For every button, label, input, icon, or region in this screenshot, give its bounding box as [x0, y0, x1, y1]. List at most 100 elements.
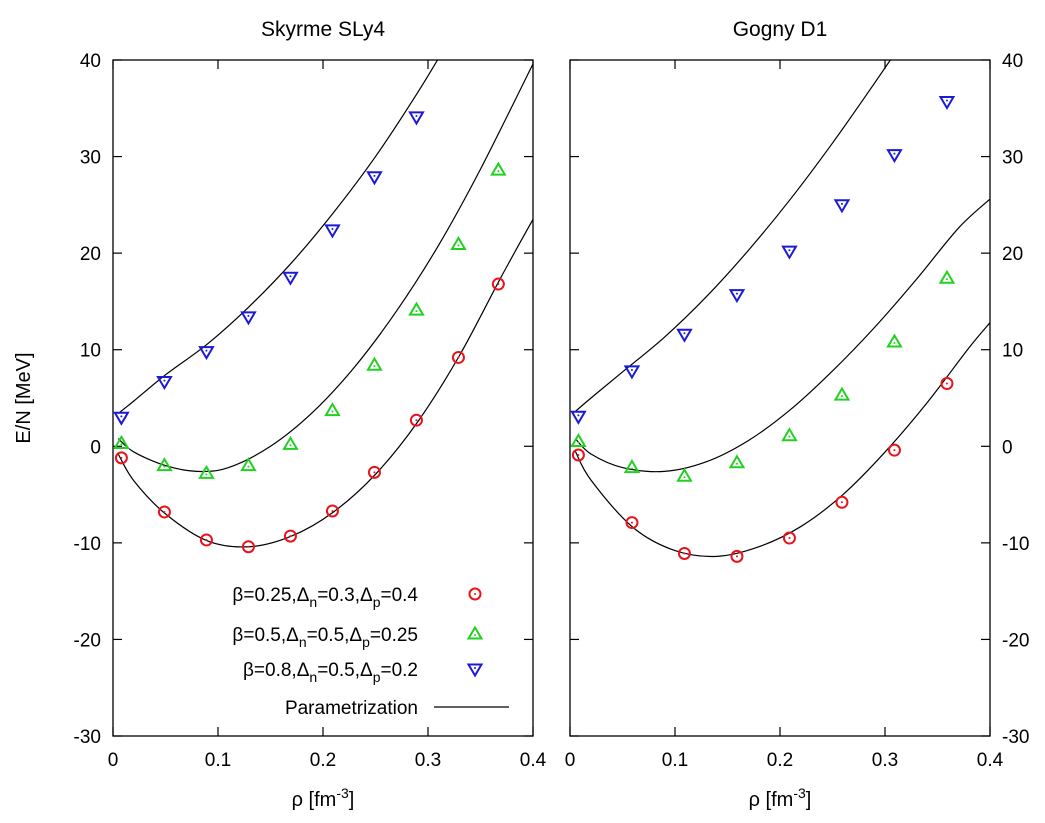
- data-point-series-2: [450, 235, 467, 251]
- legend: β=0.25,Δn=0.3,Δp=0.4 β=0.5,Δn=0.5,Δp=0.2…: [232, 585, 509, 719]
- x-tick-label: 0.3: [872, 750, 898, 771]
- data-point-series-3: [676, 328, 693, 343]
- data-point-series-2: [676, 467, 693, 482]
- x-tick-label: 0.4: [520, 750, 547, 771]
- data-point-series-1: [835, 495, 849, 509]
- data-point-series-2: [570, 432, 587, 448]
- data-point-series-3: [938, 95, 956, 110]
- data-point-series-1: [283, 529, 297, 543]
- y-tick-label: 40: [1002, 51, 1023, 72]
- data-point-series-2: [781, 427, 798, 442]
- data-point-series-3: [282, 271, 299, 286]
- data-point-series-3: [623, 365, 641, 380]
- x-tick-label: 0: [565, 750, 576, 771]
- data-point-series-2: [886, 333, 903, 348]
- x-axis-label-main: ρ [fm: [749, 789, 794, 811]
- y-tick-label: 0: [90, 437, 101, 458]
- data-point-series-1: [491, 277, 505, 291]
- data-point-series-3: [781, 245, 798, 260]
- data-point-series-2: [324, 402, 341, 417]
- legend-label-series-3: β=0.8,Δn=0.5,Δp=0.2: [243, 660, 418, 685]
- legend-marker-2: [466, 625, 484, 640]
- data-point-series-2: [282, 435, 299, 450]
- y-tick-label: -30: [74, 727, 101, 748]
- y-tick-label: -10: [74, 534, 101, 555]
- data-markers: [113, 111, 507, 554]
- data-point-series-1: [157, 505, 171, 519]
- x-tick-label: 0.1: [205, 750, 231, 771]
- data-point-series-2: [240, 457, 257, 472]
- y-tick-label: 10: [80, 341, 101, 362]
- data-point-series-3: [113, 411, 130, 426]
- data-point-series-1: [940, 377, 954, 391]
- fit-curves: [574, 60, 990, 558]
- y-tick-label: 10: [1002, 341, 1023, 362]
- parametrization-curve-2: [574, 198, 990, 473]
- x-axis-label-exponent: -3: [336, 785, 349, 801]
- x-axis-label: ρ [fm-3]: [292, 785, 355, 811]
- plot-frame: [569, 59, 991, 737]
- x-tick-label: 0.2: [767, 750, 793, 771]
- x-axis-label-exponent: -3: [793, 785, 806, 801]
- data-point-series-3: [324, 224, 341, 239]
- data-point-series-2: [938, 269, 956, 284]
- data-point-series-1: [199, 533, 213, 547]
- y-tick-label: 20: [80, 244, 101, 265]
- data-point-series-1: [114, 451, 128, 465]
- x-axis-label-close: ]: [349, 789, 355, 811]
- data-point-series-1: [571, 448, 585, 462]
- parametrization-curve-3: [117, 60, 439, 414]
- parametrization-curve-3: [574, 60, 892, 412]
- y-tick-label: -10: [1002, 534, 1029, 555]
- data-point-series-1: [730, 549, 744, 563]
- x-tick-label: 0.4: [977, 750, 1004, 771]
- parametrization-curve-1: [117, 219, 533, 548]
- y-axis-label: E/N [MeV]: [13, 352, 35, 443]
- data-point-series-1: [451, 350, 465, 364]
- data-point-series-2: [490, 161, 507, 176]
- x-axis-label: ρ [fm-3]: [749, 785, 812, 811]
- data-point-series-1: [677, 546, 691, 560]
- legend-marker-3: [466, 663, 484, 678]
- data-point-series-2: [113, 434, 130, 449]
- data-point-series-3: [570, 410, 587, 425]
- data-point-series-1: [241, 540, 255, 554]
- data-point-series-2: [366, 356, 383, 371]
- data-point-series-2: [198, 464, 215, 479]
- panel-title: Gogny D1: [733, 18, 828, 41]
- fit-curves: [117, 60, 533, 548]
- data-point-series-1: [409, 413, 423, 427]
- data-point-series-3: [156, 376, 173, 391]
- data-point-series-1: [625, 516, 639, 530]
- data-point-series-2: [408, 301, 425, 316]
- panel-gogny-d1: Gogny D1 ρ [fm-3] 0 0.1 0.2 0.3 0.4-30-20-10…: [565, 18, 1030, 811]
- data-point-series-1: [325, 504, 339, 518]
- data-point-series-1: [367, 465, 381, 479]
- data-point-series-3: [833, 199, 851, 214]
- y-tick-label: 0: [1002, 437, 1013, 458]
- x-tick-label: 0.3: [415, 750, 441, 771]
- data-point-series-3: [366, 171, 383, 186]
- data-point-series-2: [728, 454, 746, 469]
- x-tick-label: 0: [108, 750, 119, 771]
- legend-label-series-1: β=0.25,Δn=0.3,Δp=0.4: [232, 585, 418, 610]
- y-tick-label: 30: [1002, 148, 1023, 169]
- data-point-series-2: [623, 459, 641, 474]
- y-tick-label: 20: [1002, 244, 1023, 265]
- parametrization-curve-2: [117, 63, 533, 473]
- legend-label-series-2: β=0.5,Δn=0.5,Δp=0.25: [232, 625, 418, 650]
- y-tick-label: -30: [1002, 727, 1029, 748]
- data-point-series-2: [156, 457, 173, 472]
- data-point-series-3: [240, 311, 257, 326]
- panel-title: Skyrme SLy4: [261, 18, 385, 41]
- legend-marker-1: [468, 587, 482, 601]
- y-tick-label: 40: [80, 51, 101, 72]
- legend-markers: [434, 587, 509, 708]
- x-tick-label: 0.2: [310, 750, 336, 771]
- data-point-series-3: [198, 346, 215, 361]
- data-point-series-1: [782, 531, 796, 545]
- data-point-series-3: [408, 111, 425, 126]
